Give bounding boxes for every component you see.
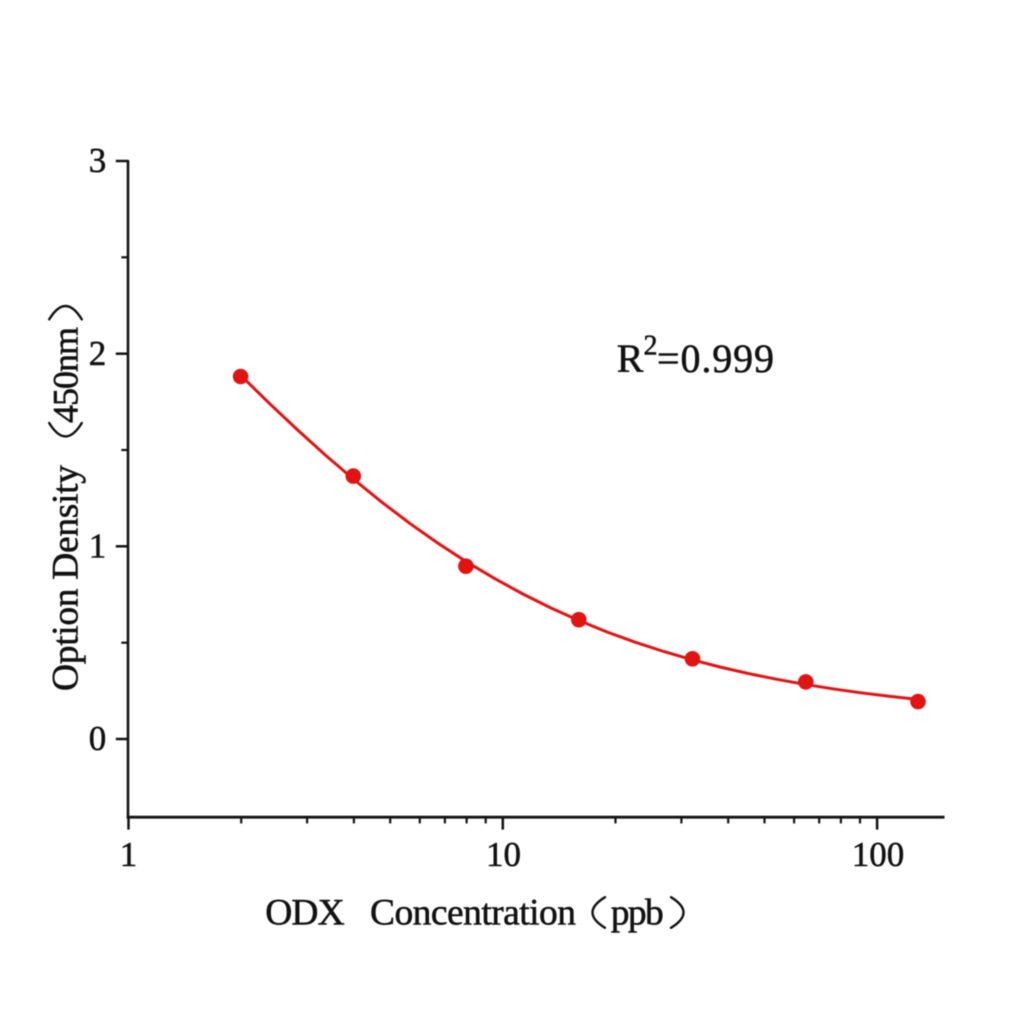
svg-text:0: 0 (89, 719, 107, 758)
svg-text:1: 1 (89, 527, 107, 566)
svg-text:ODX: ODX (265, 893, 345, 934)
svg-text:100: 100 (852, 835, 905, 874)
svg-text:R: R (617, 336, 644, 381)
svg-text:10: 10 (486, 835, 521, 874)
svg-text:ppb: ppb (611, 893, 664, 934)
svg-text:=0.999: =0.999 (657, 336, 774, 381)
svg-text:3: 3 (89, 141, 107, 180)
svg-text:Concentration: Concentration (370, 893, 576, 934)
svg-text:450nm: 450nm (46, 327, 86, 423)
svg-text:2: 2 (644, 331, 658, 362)
svg-text:1: 1 (120, 835, 138, 874)
svg-text:Option Density: Option Density (46, 465, 87, 691)
svg-text:2: 2 (89, 334, 107, 373)
